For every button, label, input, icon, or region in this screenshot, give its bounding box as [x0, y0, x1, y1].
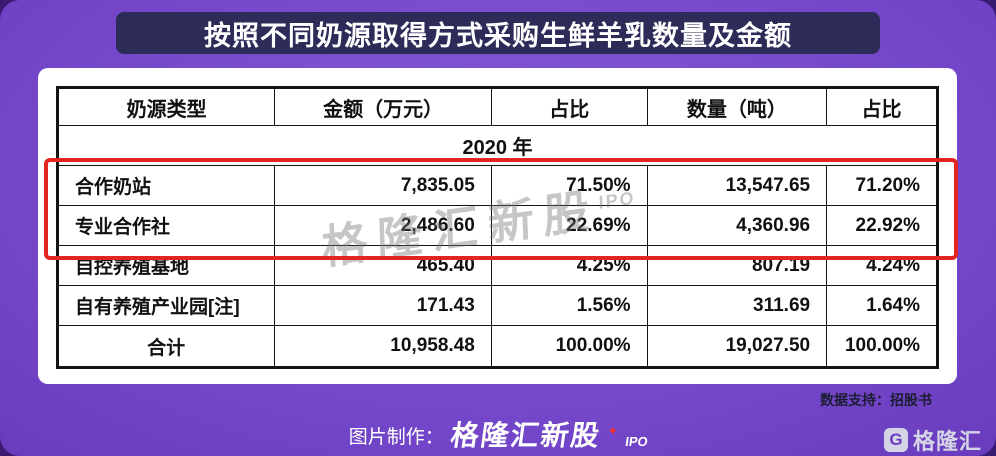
table-cell: 自有养殖产业园[注] [56, 285, 276, 326]
table-cell: 22.69% [490, 205, 648, 246]
column-header: 金额（万元） [274, 87, 492, 126]
table-row: 合作奶站 7,835.05 71.50% 13,547.65 71.20% [56, 165, 938, 206]
spark-icon: ✦ [607, 424, 618, 438]
page-title: 按照不同奶源取得方式采购生鲜羊乳数量及金额 [204, 20, 792, 51]
table-cell: 19,027.50 [646, 325, 828, 368]
table-cell: 合作奶站 [56, 165, 276, 206]
table-row-total: 合计 10,958.48 100.00% 19,027.50 100.00% [56, 325, 938, 368]
logo-g-icon: G [883, 428, 908, 452]
table-cell: 1.64% [826, 285, 938, 326]
year-label: 2020 年 [57, 125, 938, 166]
header-row: 奶源类型 金额（万元） 占比 数量（吨） 占比 [56, 87, 938, 126]
table-cell: 10,958.48 [274, 325, 492, 368]
credit-brand: 格隆汇新股 [448, 420, 603, 451]
credit-ipo-label: IPO [624, 434, 649, 449]
gelonghui-logo: G 格隆汇 [883, 424, 982, 456]
table-cell: 71.50% [490, 165, 648, 206]
column-header: 占比 [826, 87, 938, 126]
milk-source-table: 奶源类型 金额（万元） 占比 数量（吨） 占比 2020 年 合作奶站 7,83… [56, 86, 939, 369]
table-cell: 807.19 [646, 245, 828, 286]
table-cell: 465.40 [274, 245, 492, 286]
table-cell: 合计 [56, 325, 276, 368]
table-cell: 71.20% [826, 165, 938, 206]
table-cell: 100.00% [490, 325, 648, 368]
column-header: 奶源类型 [56, 87, 276, 126]
table-row: 自控养殖基地 465.40 4.25% 807.19 4.24% [56, 245, 938, 286]
logo-text: 格隆汇 [912, 429, 982, 454]
data-source-note: 数据支持：招股书 [820, 392, 932, 408]
column-header: 占比 [490, 87, 648, 126]
table-cell: 171.43 [274, 285, 492, 326]
table-cell: 4.25% [490, 245, 648, 286]
table-row: 自有养殖产业园[注] 171.43 1.56% 311.69 1.64% [56, 285, 938, 326]
column-header: 数量（吨） [646, 87, 828, 126]
credit-prefix: 图片制作： [348, 427, 444, 448]
table-row: 专业合作社 2,486.60 22.69% 4,360.96 22.92% [56, 205, 938, 246]
table-cell: 7,835.05 [274, 165, 492, 206]
table-cell: 2,486.60 [274, 205, 492, 246]
table-cell: 自控养殖基地 [56, 245, 276, 286]
table-cell: 311.69 [646, 285, 828, 326]
table-cell: 100.00% [826, 325, 938, 368]
year-group-row: 2020 年 [57, 125, 938, 166]
credit-line: 图片制作： 格隆汇新股 ✦ IPO [0, 414, 996, 454]
table-cell: 1.56% [490, 285, 648, 326]
title-banner: 按照不同奶源取得方式采购生鲜羊乳数量及金额 [116, 12, 880, 54]
table-cell: 22.92% [826, 205, 938, 246]
table-cell: 4.24% [826, 245, 938, 286]
table-cell: 13,547.65 [646, 165, 828, 206]
table-card: 奶源类型 金额（万元） 占比 数量（吨） 占比 2020 年 合作奶站 7,83… [38, 68, 957, 384]
table-cell: 4,360.96 [646, 205, 828, 246]
table-cell: 专业合作社 [56, 205, 276, 246]
